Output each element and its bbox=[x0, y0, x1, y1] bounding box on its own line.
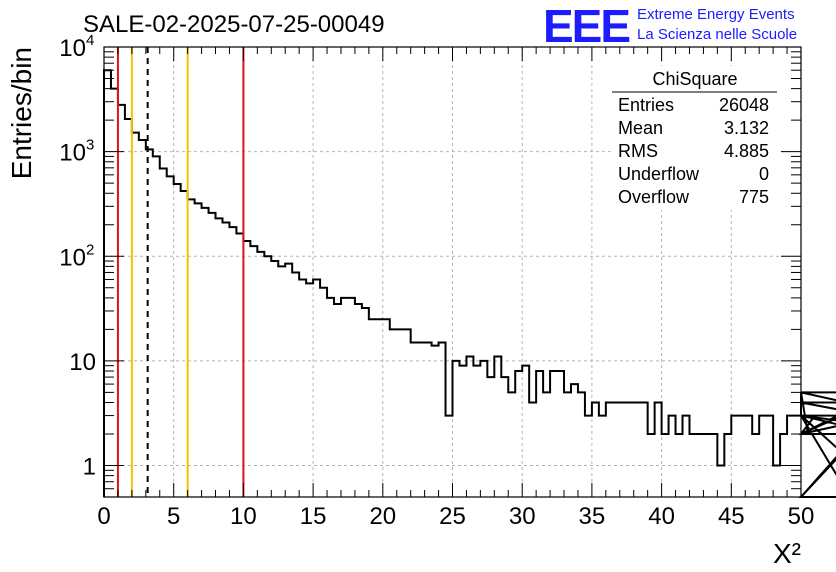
stats-title: ChiSquare bbox=[652, 69, 737, 89]
axis-ticks bbox=[103, 46, 802, 498]
x-tick-label: 40 bbox=[648, 503, 675, 530]
x-tick-label: 0 bbox=[97, 503, 110, 530]
stats-row-label: Overflow bbox=[618, 187, 690, 207]
stats-row-label: Entries bbox=[618, 95, 674, 115]
logo-line-1: Extreme Energy Events bbox=[637, 6, 795, 23]
x-axis-title: X² bbox=[773, 538, 801, 569]
stats-row-value: 3.132 bbox=[724, 118, 769, 138]
stats-row-value: 4.885 bbox=[724, 141, 769, 161]
x-tick-label: 30 bbox=[509, 503, 536, 530]
logo-acronym: EEE bbox=[543, 0, 629, 52]
eee-logo: EEE Extreme Energy Events La Scienza nel… bbox=[543, 0, 797, 52]
x-tick-label: 25 bbox=[439, 503, 466, 530]
x-tick-label: 5 bbox=[167, 503, 180, 530]
stats-box-background bbox=[612, 66, 780, 210]
y-tick-label: 10 bbox=[59, 35, 86, 62]
x-tick-label: 50 bbox=[788, 503, 815, 530]
y-axis-title: Entries/bin bbox=[6, 47, 37, 179]
stats-box: ChiSquare Entries 26048 Mean 3.132 RMS 4.885 U… bbox=[612, 66, 780, 210]
stats-row-label: RMS bbox=[618, 141, 658, 161]
logo-line-2: La Scienza nelle Scuole bbox=[637, 26, 797, 43]
x-tick-label: 45 bbox=[718, 503, 745, 530]
y-tick-label: 1 bbox=[83, 454, 96, 481]
y-tick-label: 10 bbox=[69, 349, 96, 376]
y-tick-exponent: 4 bbox=[86, 32, 94, 49]
stats-row-value: 0 bbox=[759, 164, 769, 184]
y-tick-exponent: 3 bbox=[86, 137, 94, 154]
stats-row-value: 26048 bbox=[719, 95, 769, 115]
stats-row-value: 775 bbox=[739, 187, 769, 207]
threshold-lines bbox=[116, 47, 245, 497]
stats-row-label: Mean bbox=[618, 118, 663, 138]
x-tick-label: 35 bbox=[579, 503, 606, 530]
histogram bbox=[103, 69, 836, 498]
x-tick-labels: 0 5 10 15 20 25 30 35 40 45 50 bbox=[97, 503, 814, 530]
y-tick-exponent: 2 bbox=[86, 241, 94, 258]
x-tick-label: 20 bbox=[369, 503, 396, 530]
x-tick-label: 10 bbox=[230, 503, 257, 530]
chart-title: SALE-02-2025-07-25-00049 bbox=[83, 11, 385, 38]
x-tick-label: 15 bbox=[300, 503, 327, 530]
histogram-step-line bbox=[103, 69, 836, 498]
stats-row-label: Underflow bbox=[618, 164, 700, 184]
y-tick-label: 10 bbox=[59, 244, 86, 271]
y-tick-label: 10 bbox=[59, 140, 86, 167]
